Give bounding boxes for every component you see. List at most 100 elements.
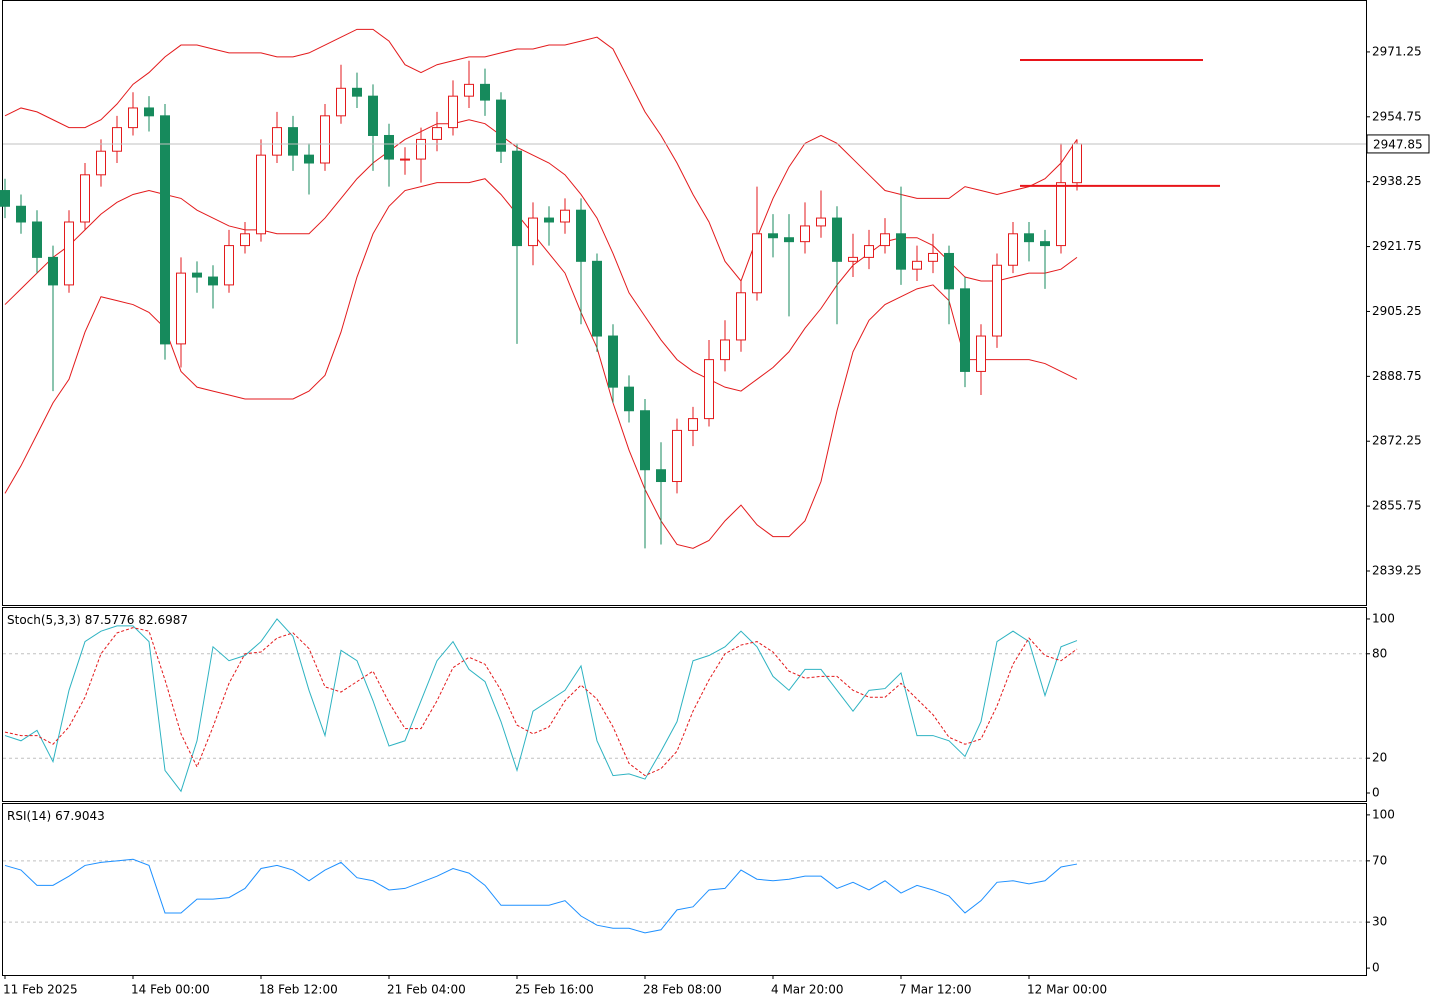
candle-body (528, 217, 538, 247)
x-tick-label: 12 Mar 00:00 (1027, 983, 1107, 997)
indicator-value: 67.9043 (55, 809, 105, 823)
x-tick-label: 7 Mar 12:00 (899, 983, 972, 997)
candle-body (848, 256, 858, 262)
candle-body (336, 87, 346, 117)
candle-body (816, 217, 826, 227)
candle-body (384, 134, 394, 160)
candle-body (80, 174, 90, 223)
candle-body (672, 429, 682, 483)
candle-body (880, 233, 890, 247)
candle-body (288, 127, 298, 156)
x-tick-label: 25 Feb 16:00 (515, 983, 594, 997)
indicator-line (4, 618, 1078, 793)
candle-body (128, 107, 138, 129)
candle-body (560, 209, 570, 223)
candle-body (896, 233, 906, 270)
y-tick-label: 30 (1372, 915, 1387, 929)
candle-body (464, 83, 474, 97)
candle-body (240, 233, 250, 247)
y-tick-label: 0 (1372, 785, 1380, 799)
x-tick-label: 21 Feb 04:00 (387, 983, 466, 997)
y-tick-label: 2938.25 (1372, 174, 1422, 188)
candle-body (320, 115, 330, 164)
y-tick-label: 2855.75 (1372, 499, 1422, 513)
candle-body (1008, 233, 1018, 266)
candle-body (912, 260, 922, 270)
candle-body (400, 158, 410, 161)
y-tick-label: 2905.25 (1372, 304, 1422, 318)
candle-body (832, 217, 842, 262)
indicator-name: RSI(14) (7, 809, 51, 823)
y-tick-label: 0 (1372, 961, 1380, 975)
y-tick-label: 2921.75 (1372, 239, 1422, 253)
candle-body (576, 209, 586, 262)
candle-body (192, 272, 202, 278)
candle-body (944, 252, 954, 290)
candle-body (0, 190, 10, 207)
candle-body (928, 252, 938, 262)
candle-body (992, 264, 1002, 337)
x-tick-label: 4 Mar 20:00 (771, 983, 844, 997)
indicator-value: 82.6987 (138, 613, 188, 627)
current-price-box (1366, 134, 1430, 154)
price-panel (2, 0, 1367, 606)
candle-body (16, 205, 26, 223)
candle-body (608, 335, 618, 388)
candle-body (976, 335, 986, 372)
x-tick-label: 18 Feb 12:00 (259, 983, 338, 997)
candle-body (784, 237, 794, 243)
candle-body (480, 83, 490, 101)
candle-body (1072, 143, 1082, 184)
candle-body (640, 410, 650, 471)
candle-body (656, 469, 666, 483)
candle-body (768, 233, 778, 239)
candle-body (1056, 182, 1066, 247)
x-tick-label: 11 Feb 2025 (3, 983, 78, 997)
candle-body (272, 127, 282, 156)
indicator-line (4, 858, 1078, 934)
candle-body (800, 225, 810, 243)
candle-body (144, 107, 154, 117)
candle-body (544, 217, 554, 223)
candle-body (304, 154, 314, 164)
band-line (4, 178, 1078, 549)
candle-body (688, 418, 698, 431)
candle-body (960, 288, 970, 372)
x-tick-label: 28 Feb 08:00 (643, 983, 722, 997)
candle-body (736, 292, 746, 341)
y-tick-label: 20 (1372, 751, 1387, 765)
y-tick-label: 100 (1372, 807, 1395, 821)
y-tick-label: 80 (1372, 646, 1387, 660)
current-price-label: 2947.85 (1373, 137, 1423, 151)
x-tick-label: 14 Feb 00:00 (131, 983, 210, 997)
candle-body (224, 245, 234, 286)
candle-body (160, 115, 170, 345)
candle-body (208, 276, 218, 286)
y-tick-label: 2971.25 (1372, 44, 1422, 58)
y-tick-label: 2839.25 (1372, 563, 1422, 577)
candle-body (1040, 241, 1050, 247)
band-line (4, 28, 1078, 282)
candle-body (48, 256, 58, 286)
y-tick-label: 2872.25 (1372, 434, 1422, 448)
candle-body (96, 150, 106, 176)
stoch-panel (2, 607, 1367, 802)
y-tick-label: 70 (1372, 853, 1387, 867)
indicator-title: Stoch(5,3,3) 87.5776 82.6987 (7, 613, 188, 627)
rsi-panel (2, 803, 1367, 976)
candle-body (352, 87, 362, 97)
candle-body (752, 233, 762, 294)
candle-body (592, 260, 602, 337)
candle-body (512, 150, 522, 247)
indicator-value: 87.5776 (85, 613, 135, 627)
y-tick-label: 2888.75 (1372, 369, 1422, 383)
candle-body (256, 154, 266, 235)
candle-body (448, 95, 458, 129)
candle-body (496, 99, 506, 152)
candle-body (416, 138, 426, 160)
candle-body (176, 272, 186, 345)
candle-body (32, 221, 42, 258)
candle-body (704, 359, 714, 420)
